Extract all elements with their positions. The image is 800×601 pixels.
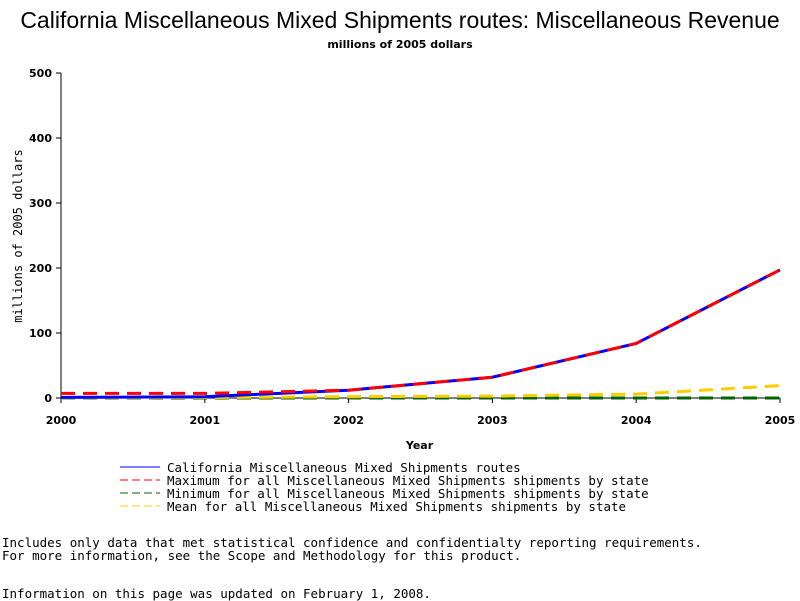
x-tick-label: 2003 <box>477 414 508 427</box>
chart-legend: California Miscellaneous Mixed Shipments… <box>120 460 649 514</box>
legend-label: Minimum for all Miscellaneous Mixed Ship… <box>167 486 649 501</box>
x-tick-label: 2001 <box>189 414 220 427</box>
x-tick-label: 2002 <box>333 414 364 427</box>
legend-label: Mean for all Miscellaneous Mixed Shipmen… <box>167 499 626 514</box>
x-axis-label: Year <box>405 439 434 452</box>
series-lines <box>60 268 781 400</box>
chart-subtitle: millions of 2005 dollars <box>327 38 473 51</box>
footnote-updated: Information on this page was updated on … <box>2 586 431 601</box>
x-tick-label: 2005 <box>765 414 796 427</box>
y-tick-label: 0 <box>44 392 52 405</box>
footnote-methodology: For more information, see the Scope and … <box>2 548 522 563</box>
x-tick-label: 2004 <box>621 414 652 427</box>
chart-axes: 0 100 200 300 400 500 2000 2001 2002 2003 2004 2005… <box>11 67 795 452</box>
legend-label: California Miscellaneous Mixed Shipments… <box>167 460 521 475</box>
x-tick-label: 2000 <box>46 414 77 427</box>
series-line-0 <box>60 268 781 399</box>
y-tick-label: 100 <box>29 327 52 340</box>
line-chart: 0 100 200 300 400 500 2000 2001 2002 2003 2004 2005… <box>11 67 795 514</box>
y-axis-label: millions of 2005 dollars <box>11 149 25 322</box>
y-tick-label: 500 <box>29 67 52 80</box>
chart-title: California Miscellaneous Mixed Shipments… <box>20 7 780 33</box>
legend-label: Maximum for all Miscellaneous Mixed Ship… <box>167 473 649 488</box>
footnote-confidence: Includes only data that met statistical … <box>2 535 702 550</box>
y-tick-label: 300 <box>29 197 52 210</box>
y-tick-label: 200 <box>29 262 52 275</box>
series-line-1 <box>61 268 781 395</box>
y-tick-label: 400 <box>29 132 52 145</box>
